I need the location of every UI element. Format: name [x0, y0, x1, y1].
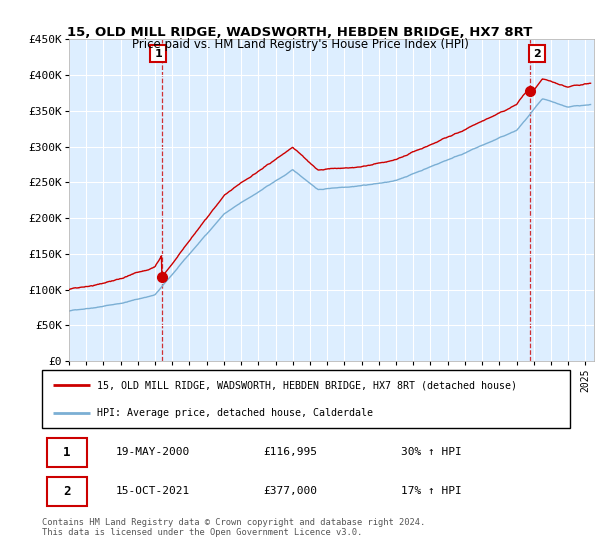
- Text: Price paid vs. HM Land Registry's House Price Index (HPI): Price paid vs. HM Land Registry's House …: [131, 38, 469, 51]
- FancyBboxPatch shape: [47, 438, 87, 466]
- Text: 2: 2: [533, 49, 541, 58]
- Text: £377,000: £377,000: [264, 487, 318, 497]
- Text: 1: 1: [64, 446, 71, 459]
- Text: 30% ↑ HPI: 30% ↑ HPI: [401, 447, 462, 457]
- Text: 1: 1: [154, 49, 162, 58]
- Text: 17% ↑ HPI: 17% ↑ HPI: [401, 487, 462, 497]
- Text: HPI: Average price, detached house, Calderdale: HPI: Average price, detached house, Cald…: [97, 408, 373, 418]
- Text: 2: 2: [64, 485, 71, 498]
- Text: 15, OLD MILL RIDGE, WADSWORTH, HEBDEN BRIDGE, HX7 8RT (detached house): 15, OLD MILL RIDGE, WADSWORTH, HEBDEN BR…: [97, 380, 517, 390]
- Text: Contains HM Land Registry data © Crown copyright and database right 2024.
This d: Contains HM Land Registry data © Crown c…: [42, 518, 425, 538]
- Text: 19-MAY-2000: 19-MAY-2000: [116, 447, 190, 457]
- Text: £116,995: £116,995: [264, 447, 318, 457]
- FancyBboxPatch shape: [42, 370, 570, 428]
- Text: 15-OCT-2021: 15-OCT-2021: [116, 487, 190, 497]
- FancyBboxPatch shape: [47, 477, 87, 506]
- Text: 15, OLD MILL RIDGE, WADSWORTH, HEBDEN BRIDGE, HX7 8RT: 15, OLD MILL RIDGE, WADSWORTH, HEBDEN BR…: [67, 26, 533, 39]
